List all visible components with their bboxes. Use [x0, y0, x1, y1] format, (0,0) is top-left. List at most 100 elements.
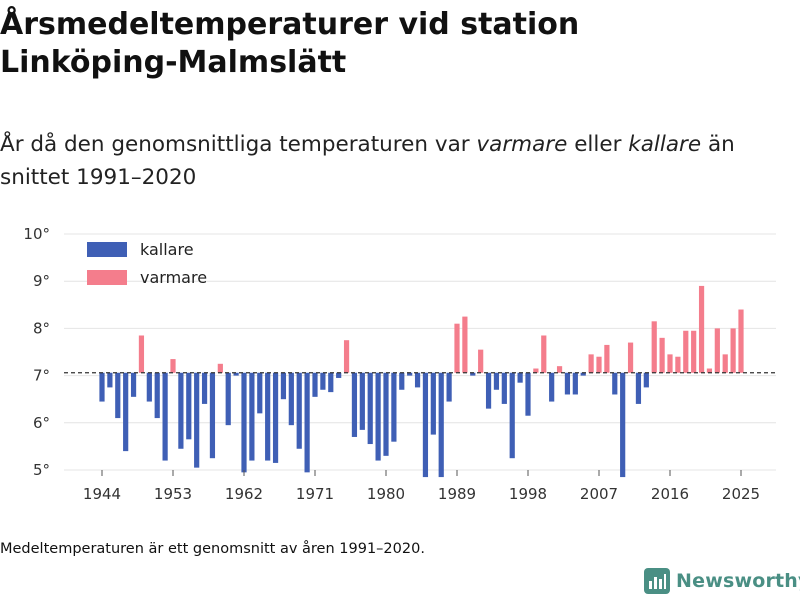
x-tick-label: 2016 [651, 485, 689, 503]
bar-1974 [336, 372, 342, 378]
bar-1973 [328, 372, 334, 393]
bar-1985 [422, 372, 429, 478]
chart-title-line1: Årsmedeltemperaturer vid station [0, 7, 580, 42]
bar-1998 [525, 372, 531, 416]
bar-1945 [107, 372, 113, 388]
bar-2001 [549, 372, 555, 402]
bar-1978 [367, 372, 373, 445]
bar-1949 [138, 335, 145, 373]
x-tick-label: 1980 [367, 485, 405, 503]
bar-1947 [123, 372, 129, 452]
bar-1993 [485, 372, 492, 409]
bar-1956 [194, 372, 200, 468]
bar-2010 [620, 372, 626, 478]
bar-2002 [556, 366, 563, 373]
bar-1955 [186, 372, 192, 440]
bar-1982 [399, 372, 405, 390]
y-axis-ticks: 5° 6° 7° 8° 9° 10° [23, 225, 50, 479]
bar-1970 [304, 372, 310, 473]
bar-2003 [564, 372, 571, 395]
bar-2011 [627, 342, 634, 373]
y-tick-label: 6° [33, 414, 50, 432]
subtitle-text-3: än snittet 1991–2020 [0, 132, 735, 190]
bar-1977 [359, 372, 365, 430]
subtitle-text-1: År då den genomsnittliga temperaturen va… [0, 132, 477, 157]
y-tick-label: 8° [33, 319, 50, 337]
chart-title: Årsmedeltemperaturer vid station Linköpi… [0, 6, 780, 82]
bar-2018 [683, 330, 689, 373]
x-tick-label: 1971 [296, 485, 334, 503]
bar-1996 [509, 372, 515, 459]
footnote: Medeltemperaturen är ett genomsnitt av å… [0, 541, 425, 557]
legend-swatch-warm [87, 270, 127, 285]
x-tick-label: 1953 [154, 485, 192, 503]
chart-subtitle: År då den genomsnittliga temperaturen va… [0, 128, 790, 194]
bar-1994 [493, 372, 500, 390]
bar-1971 [312, 372, 318, 397]
bar-2009 [612, 372, 618, 395]
bar-2025 [738, 309, 744, 373]
bar-1958 [209, 372, 216, 459]
subtitle-emphasis-colder: kallare [628, 132, 702, 157]
bar-1975 [343, 340, 350, 373]
bar-1951 [154, 372, 160, 419]
x-axis-ticks: 1944 1953 1962 1971 1980 1989 1998 2007 2016 2025 [83, 470, 760, 503]
bar-2008 [604, 344, 610, 373]
x-tick-label: 1989 [438, 485, 476, 503]
bar-2014 [651, 321, 657, 373]
bar-1986 [430, 372, 436, 435]
bar-1952 [162, 372, 168, 461]
bar-2023 [722, 354, 728, 373]
bar-1954 [178, 372, 184, 449]
bar-1968 [288, 372, 294, 426]
bar-1960 [225, 372, 231, 426]
bar-1969 [296, 372, 302, 449]
bar-1988 [446, 372, 452, 402]
bar-1966 [272, 372, 279, 463]
subtitle-text-2: eller [567, 132, 629, 157]
bar-1981 [391, 372, 397, 442]
bar-1944 [99, 372, 105, 402]
bar-1976 [351, 372, 358, 437]
bar-1983 [407, 372, 413, 376]
bar-1995 [501, 372, 507, 404]
bar-2004 [572, 372, 578, 395]
brand-name: Newsworthy [676, 570, 800, 592]
bar-2022 [714, 328, 720, 373]
bar-1987 [438, 372, 444, 478]
bar-2012 [635, 372, 642, 404]
x-tick-label: 2007 [580, 485, 618, 503]
bar-2000 [541, 335, 547, 373]
bar-2021 [706, 368, 713, 373]
bar-1990 [462, 316, 468, 373]
bar-1991 [470, 372, 476, 376]
bar-1980 [383, 372, 389, 456]
bar-2020 [698, 285, 705, 373]
bar-2024 [730, 328, 736, 373]
bar-1967 [280, 372, 287, 400]
bars [99, 285, 744, 478]
bar-2006 [588, 354, 594, 373]
bar-2019 [691, 330, 697, 373]
bar-1959 [217, 363, 223, 373]
newsworthy-chart-icon [644, 568, 670, 594]
y-tick-label: 9° [33, 272, 50, 290]
x-tick-label: 1998 [509, 485, 547, 503]
y-tick-label: 10° [23, 225, 50, 243]
x-tick-label: 2025 [722, 485, 760, 503]
y-tick-label: 7° [33, 367, 50, 385]
bar-1950 [146, 372, 152, 402]
bar-1999 [533, 368, 539, 373]
y-tick-label: 5° [33, 461, 50, 479]
legend-swatch-cold [87, 242, 127, 257]
bar-1989 [454, 323, 460, 373]
legend: kallare varmare [87, 240, 207, 287]
bar-1948 [130, 372, 137, 397]
legend-label-cold: kallare [140, 240, 194, 259]
bar-1964 [257, 372, 263, 414]
bar-1997 [517, 372, 523, 383]
bar-2017 [675, 356, 681, 373]
bar-1961 [233, 372, 239, 376]
temperature-bar-chart: 5°6°7°8°9°10° 1944 1953 1962 1971 1980 1989 19… [23, 225, 776, 503]
bar-1946 [115, 372, 121, 419]
